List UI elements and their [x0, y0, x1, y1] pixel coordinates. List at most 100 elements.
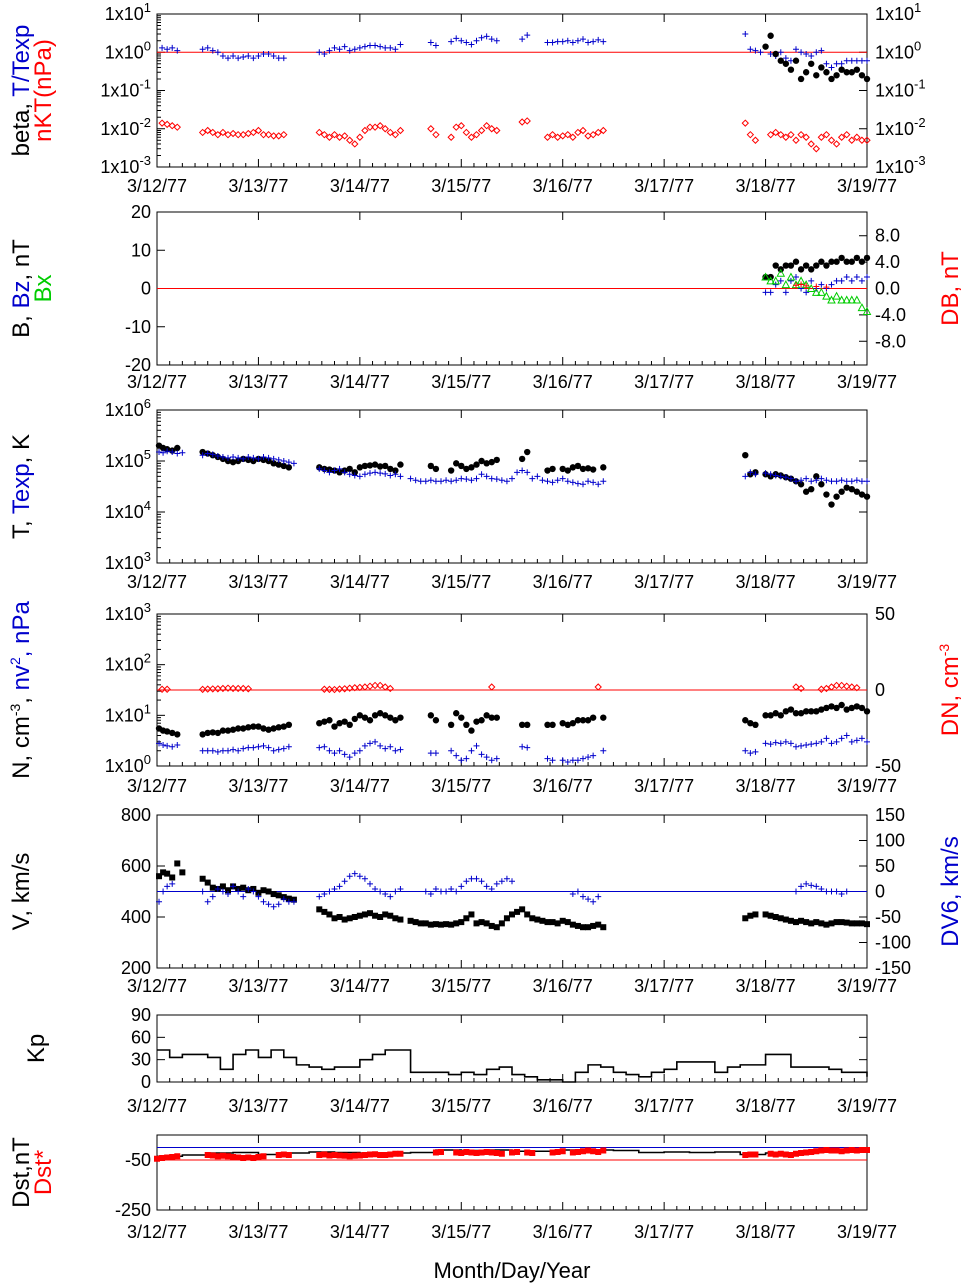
data-point-20 — [316, 1152, 323, 1158]
data-point-15 — [255, 893, 262, 900]
data-point-20 — [863, 254, 871, 262]
data-point-57 — [569, 133, 577, 141]
data-point-9 — [225, 55, 231, 62]
data-point-60 — [580, 893, 586, 900]
panel-Dst: 3/12/77 3/13/77 3/14/77 3/15/77 3/16/77 3/17/… — [8, 1134, 897, 1242]
data-point-4 — [174, 444, 181, 452]
data-point-48 — [498, 1150, 505, 1157]
data-point-46 — [488, 1149, 495, 1156]
data-point-24 — [321, 891, 328, 898]
data-point-67 — [534, 473, 541, 480]
data-point-2 — [198, 685, 207, 694]
data-point-38 — [382, 911, 389, 918]
data-point-69 — [772, 710, 779, 717]
data-point-48 — [488, 36, 495, 43]
data-point-49 — [443, 921, 450, 928]
x-tick-label: 3/14/77 — [330, 776, 390, 796]
data-point-27 — [336, 719, 343, 727]
data-point-7 — [204, 450, 211, 457]
data-point-15 — [250, 744, 257, 751]
data-point-28 — [341, 878, 348, 885]
data-point-47 — [432, 921, 439, 928]
data-point-77 — [585, 478, 592, 485]
data-point-20 — [275, 746, 282, 753]
data-point-81 — [742, 915, 749, 922]
plot-frame — [156, 13, 868, 168]
data-point-76 — [808, 741, 815, 748]
data-point-17 — [255, 889, 262, 896]
x-tick-label: 3/19/77 — [837, 176, 897, 196]
data-point-26 — [331, 750, 338, 757]
data-point-7 — [797, 266, 805, 273]
data-point-57 — [564, 467, 571, 474]
data-point-46 — [477, 126, 486, 135]
data-point-40 — [427, 712, 435, 719]
data-point-86 — [858, 735, 865, 742]
data-point-10 — [225, 747, 231, 754]
data-point-64 — [742, 451, 749, 459]
data-point-83 — [843, 57, 850, 64]
data-point-39 — [397, 885, 404, 892]
data-point-53 — [524, 448, 531, 456]
data-point-19 — [285, 1152, 292, 1158]
data-point-52 — [519, 743, 526, 750]
data-point-48 — [438, 921, 444, 928]
data-point-28 — [351, 140, 359, 148]
x-tick-label: 3/18/77 — [736, 976, 796, 996]
data-point-53 — [549, 1149, 556, 1156]
data-point-2 — [772, 262, 779, 269]
data-point-72 — [792, 136, 800, 144]
series-beta — [762, 32, 871, 83]
data-point-81 — [837, 133, 846, 141]
data-point-82 — [747, 912, 754, 919]
data-point-13 — [827, 295, 836, 304]
data-point-83 — [853, 1147, 860, 1154]
y2-tick-label: 1x10-2 — [875, 115, 926, 139]
data-point-17 — [260, 725, 267, 732]
data-point-53 — [524, 744, 531, 751]
data-point-71 — [787, 130, 795, 139]
data-point-39 — [432, 130, 440, 139]
data-point-98 — [833, 478, 840, 485]
data-point-78 — [828, 1147, 835, 1154]
data-point-13 — [235, 454, 242, 461]
data-point-16 — [255, 723, 262, 730]
panel-Kp: 3/12/77 3/13/77 3/14/77 3/15/77 3/16/77 3/17/… — [23, 1005, 897, 1116]
data-point-53 — [549, 39, 556, 46]
data-point-29 — [356, 44, 363, 51]
data-point-66 — [803, 880, 810, 887]
data-point-25 — [386, 684, 394, 693]
data-point-24 — [290, 460, 297, 467]
data-point-71 — [782, 708, 790, 715]
data-point-5 — [786, 272, 796, 281]
data-point-103 — [858, 920, 865, 927]
data-point-49 — [468, 875, 475, 882]
data-point-63 — [600, 38, 607, 45]
data-point-38 — [392, 888, 399, 895]
data-point-62 — [509, 475, 515, 482]
data-point-31 — [367, 42, 373, 49]
data-point-33 — [367, 740, 373, 747]
data-point-43 — [438, 888, 444, 895]
data-point-35 — [367, 470, 373, 477]
data-point-4 — [174, 860, 181, 867]
data-point-14 — [832, 291, 841, 300]
data-point-74 — [798, 742, 805, 749]
data-point-3 — [169, 743, 176, 750]
data-point-54 — [493, 880, 500, 887]
data-point-95 — [818, 475, 825, 482]
data-point-9 — [808, 60, 815, 67]
right-axis-title: DV6, km/s — [937, 836, 964, 947]
data-point-82 — [848, 1147, 855, 1153]
data-point-52 — [483, 883, 490, 890]
data-point-43 — [453, 460, 460, 467]
data-point-23 — [316, 744, 323, 751]
data-point-83 — [752, 471, 759, 478]
data-point-9 — [808, 277, 815, 284]
data-point-56 — [564, 130, 572, 139]
data-point-99 — [838, 477, 845, 484]
y-tick-label: 20 — [131, 202, 151, 222]
data-point-64 — [741, 119, 749, 127]
data-point-94 — [813, 477, 820, 484]
data-point-36 — [372, 469, 379, 476]
